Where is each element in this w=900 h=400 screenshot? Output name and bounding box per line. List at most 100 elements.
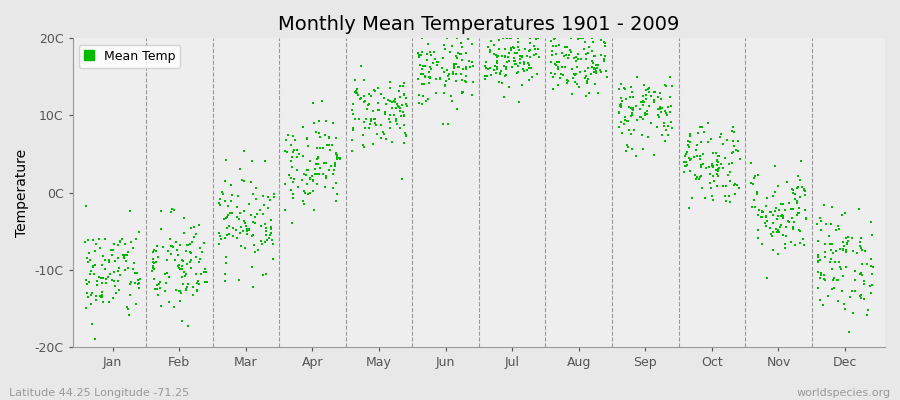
Point [522,65,536,72]
Point [97,266,112,272]
Point [657,123,671,129]
Point [287,147,302,154]
Point [360,101,374,108]
Point [231,216,246,222]
Point [790,184,805,190]
Point [264,230,278,236]
Point [266,194,281,200]
Point [786,187,800,193]
Point [621,127,635,134]
Point [508,61,523,68]
Point [680,163,694,170]
Point [301,191,315,198]
Point [615,98,629,104]
Point [598,53,612,60]
Point [126,266,140,272]
Point [213,233,228,240]
Point [577,45,591,52]
Point [418,98,433,104]
Point [77,238,92,245]
Point [164,208,178,215]
Point [723,177,737,184]
Point [552,59,566,65]
Point [653,108,668,115]
Point [788,196,802,202]
Point [718,182,733,189]
Point [129,301,143,307]
Point [111,268,125,274]
Point [818,249,832,256]
Point [305,99,320,106]
Point [694,139,708,146]
Point [166,207,181,213]
Point [636,146,651,152]
Point [258,232,273,238]
Point [237,218,251,224]
Point [153,284,167,291]
Point [105,276,120,283]
Point [218,177,232,184]
Point [152,281,166,287]
Point [836,272,850,279]
Point [98,276,112,282]
Point [122,208,137,214]
Point [665,83,680,90]
Point [348,77,363,84]
Point [81,294,95,300]
Point [175,274,189,280]
Point [693,124,707,130]
Point [374,134,388,141]
Point [500,59,515,66]
Point [88,262,103,268]
Point [192,222,206,229]
Point [729,146,743,153]
Point [250,210,265,217]
Point [727,182,742,188]
Point [853,271,868,277]
Point [456,88,471,95]
Point [862,283,877,290]
Point [158,271,173,277]
Point [266,256,280,263]
Point [297,201,311,208]
Point [312,164,327,171]
Point [491,46,506,52]
Point [523,46,537,53]
Point [415,35,429,42]
Point [782,219,796,225]
Point [693,164,707,170]
Point [220,224,235,231]
Point [347,116,362,122]
Point [444,93,458,99]
Point [106,295,121,301]
Point [824,221,838,228]
Point [176,266,190,272]
Point [814,270,828,276]
Point [219,254,233,260]
Point [212,200,227,206]
Point [284,164,299,170]
Point [345,148,359,154]
Point [287,176,302,182]
Point [372,107,386,114]
Point [365,141,380,148]
Point [827,285,842,291]
Point [597,38,611,45]
Point [515,54,529,60]
Point [166,244,180,250]
Point [97,257,112,263]
Point [327,185,341,191]
Point [104,247,118,254]
Point [768,163,782,169]
Point [743,180,758,186]
Point [760,195,775,201]
Point [482,44,496,50]
Point [328,150,343,157]
Point [762,209,777,215]
Point [611,124,625,130]
Point [550,58,564,65]
Point [184,225,198,232]
Point [279,137,293,143]
Point [378,108,392,115]
Point [98,236,112,242]
